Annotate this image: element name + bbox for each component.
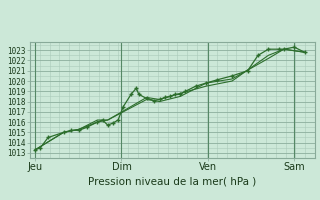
X-axis label: Pression niveau de la mer( hPa ): Pression niveau de la mer( hPa )	[88, 176, 257, 186]
